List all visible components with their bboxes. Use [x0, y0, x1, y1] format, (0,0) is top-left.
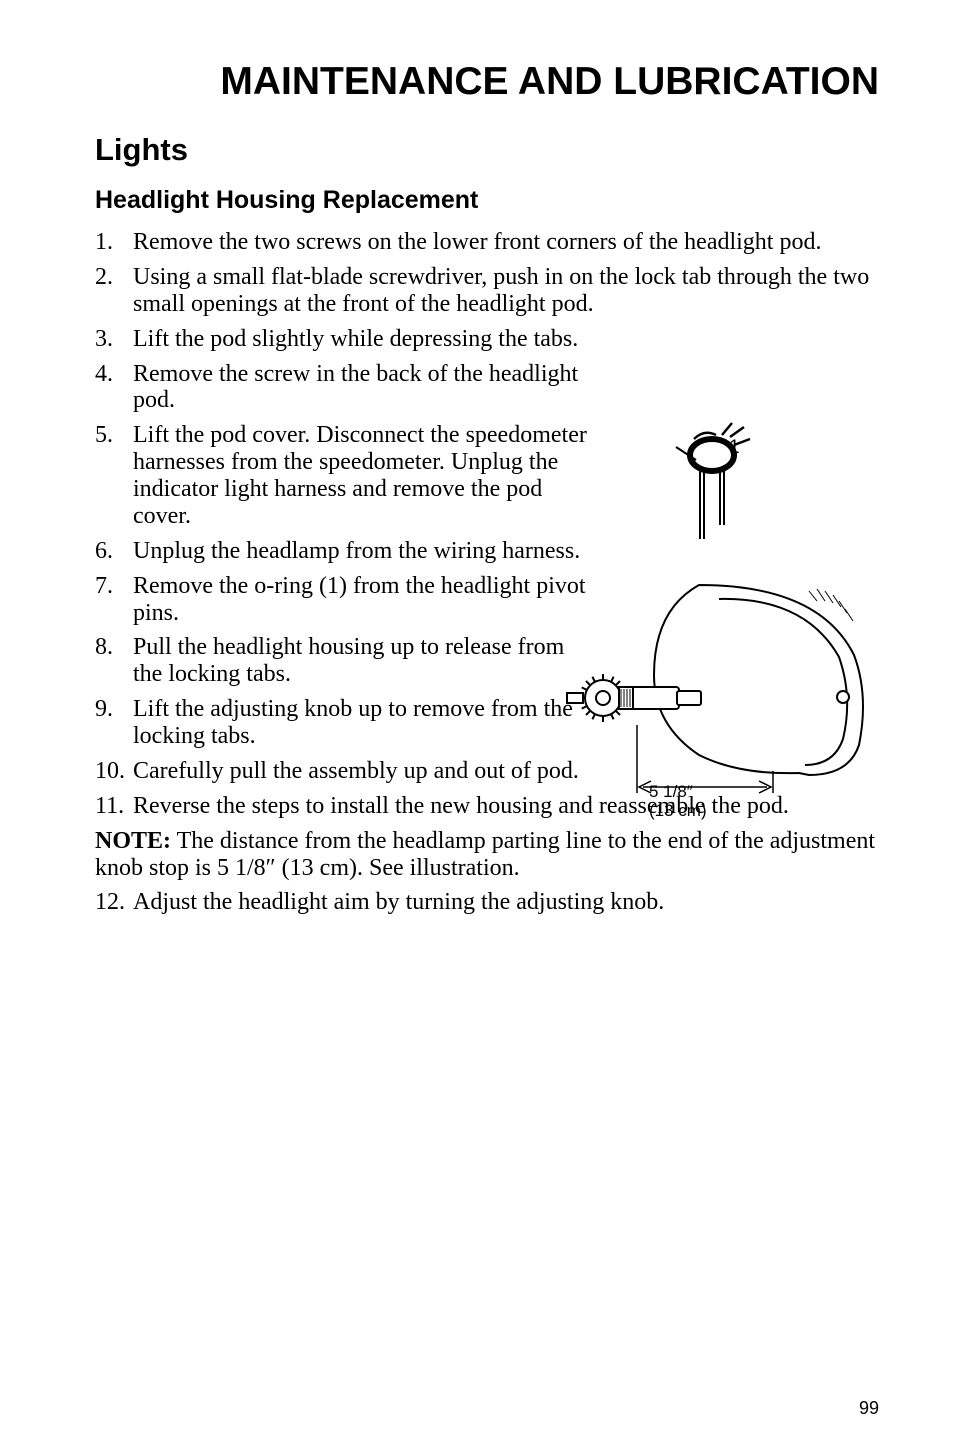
page-number: 99 — [859, 1398, 879, 1419]
figure-housing-illustration: 5 1/8″ (13 cm) — [559, 575, 879, 835]
dimension-label: 5 1/8″ (13 cm) — [649, 783, 707, 820]
step-item: Lift the pod slightly while depressing t… — [95, 326, 879, 353]
steps-list-continued: Adjust the headlight aim by turning the … — [95, 889, 879, 916]
oring-svg — [654, 405, 774, 555]
housing-svg — [559, 575, 879, 835]
step-item: Using a small flat-blade screwdriver, pu… — [95, 264, 879, 318]
subsection-heading-headlight: Headlight Housing Replacement — [95, 186, 879, 215]
step-item: Adjust the headlight aim by turning the … — [95, 889, 879, 916]
step-item: Pull the headlight housing up to release… — [95, 634, 595, 688]
main-title: MAINTENANCE AND LUBRICATION — [95, 60, 879, 104]
step-item: Remove the screw in the back of the head… — [95, 361, 595, 415]
step-item: Remove the two screws on the lower front… — [95, 229, 879, 256]
step-item: Lift the pod cover. Disconnect the speed… — [95, 422, 595, 530]
section-heading-lights: Lights — [95, 132, 879, 168]
step-item: Unplug the headlamp from the wiring harn… — [95, 538, 595, 565]
callout-label-1: 1 — [729, 437, 740, 459]
step-item: Remove the o-ring (1) from the headlight… — [95, 573, 595, 627]
step-item: Lift the adjusting knob up to remove fro… — [95, 696, 595, 750]
step-item: Carefully pull the assembly up and out o… — [95, 758, 595, 785]
dimension-metric: (13 cm) — [649, 801, 707, 820]
figure-oring-illustration: 1 — [654, 405, 774, 555]
dimension-value: 5 1/8″ — [649, 782, 693, 801]
figure-area: 1 — [559, 405, 879, 845]
note-label: NOTE: — [95, 828, 171, 854]
